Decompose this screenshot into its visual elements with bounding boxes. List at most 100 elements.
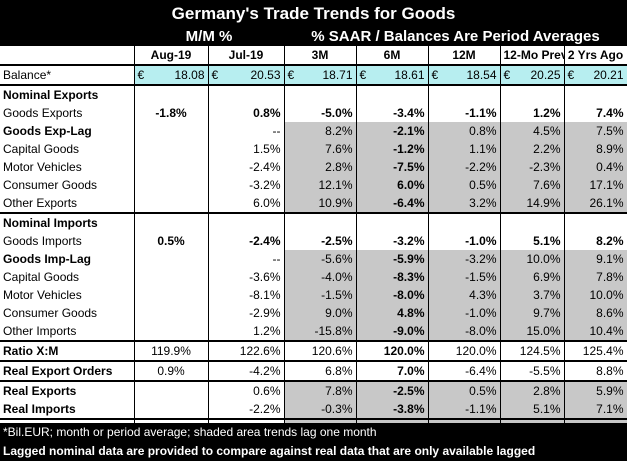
balance-cell: €18.61 bbox=[356, 64, 429, 86]
table-cell bbox=[428, 85, 501, 104]
table-cell: 0.9% bbox=[134, 360, 209, 381]
table-cell bbox=[134, 250, 209, 268]
table-cell: 4.5% bbox=[500, 122, 565, 140]
table-cell: 8.6% bbox=[564, 304, 627, 322]
page-title: Germany's Trade Trends for Goods bbox=[0, 0, 627, 27]
table-row: Goods Exports -1.8% 0.8% -5.0% -3.4% -1.1% 1.2… bbox=[0, 104, 627, 122]
table-cell: -15.8% bbox=[284, 322, 357, 341]
table-cell: 15.0% bbox=[500, 322, 565, 341]
table-cell: 0.8% bbox=[208, 104, 285, 122]
table-cell: -6.4% bbox=[428, 360, 501, 381]
table-row: Nominal Imports bbox=[0, 212, 627, 232]
table-cell: -5.6% bbox=[284, 250, 357, 268]
row-label: Real Imports bbox=[0, 400, 135, 419]
table-cell: -3.2% bbox=[428, 250, 501, 268]
balance-value: 18.71 bbox=[322, 68, 353, 82]
table-cell bbox=[134, 380, 209, 400]
table-row: Other Imports 1.2% -15.8% -9.0% -8.0% 15.0% 10… bbox=[0, 322, 627, 341]
table-cell: -2.1% bbox=[356, 122, 429, 140]
balance-cell: €18.71 bbox=[284, 64, 357, 86]
table-cell: 0.8% bbox=[428, 122, 501, 140]
table-cell: -2.4% bbox=[208, 158, 285, 176]
currency-symbol: € bbox=[287, 68, 295, 82]
table-cell bbox=[134, 194, 209, 213]
table-cell: 6.0% bbox=[208, 194, 285, 213]
table-cell: 6.8% bbox=[284, 360, 357, 381]
table-cell: 119.9% bbox=[134, 340, 209, 361]
column-header: 12M bbox=[428, 46, 501, 66]
table-cell: 8.8% bbox=[564, 360, 627, 381]
table-cell: 10.0% bbox=[564, 286, 627, 304]
column-header: 12-Mo Prev bbox=[500, 46, 565, 66]
table-cell bbox=[356, 212, 429, 232]
table-cell bbox=[134, 122, 209, 140]
table-cell: 1.5% bbox=[208, 140, 285, 158]
table-cell bbox=[564, 85, 627, 104]
table-cell: 9.7% bbox=[500, 304, 565, 322]
currency-symbol: € bbox=[503, 68, 511, 82]
table-cell: -5.0% bbox=[284, 104, 357, 122]
table-cell: -2.5% bbox=[284, 232, 357, 250]
currency-symbol: € bbox=[211, 68, 219, 82]
table-cell: -8.0% bbox=[356, 286, 429, 304]
table-cell: -1.1% bbox=[428, 104, 501, 122]
balance-cell: €18.54 bbox=[428, 64, 501, 86]
table-cell bbox=[134, 140, 209, 158]
table-cell: -5.5% bbox=[500, 360, 565, 381]
table-cell: 0.5% bbox=[428, 176, 501, 194]
table-cell: -4.2% bbox=[208, 360, 285, 381]
table-cell: 125.4% bbox=[564, 340, 627, 361]
table-cell: -1.2% bbox=[356, 140, 429, 158]
currency-symbol: € bbox=[431, 68, 439, 82]
table-cell bbox=[134, 85, 209, 104]
balance-value: 20.21 bbox=[593, 68, 624, 82]
table-cell bbox=[134, 304, 209, 322]
table-cell: -4.0% bbox=[284, 268, 357, 286]
table-cell: -2.2% bbox=[428, 158, 501, 176]
table-cell: 10.0% bbox=[500, 250, 565, 268]
table-row: Goods Imports 0.5% -2.4% -2.5% -3.2% -1.0% 5.1… bbox=[0, 232, 627, 250]
balance-value: 18.08 bbox=[174, 68, 205, 82]
table-cell: 120.0% bbox=[356, 340, 429, 361]
table-cell: -9.0% bbox=[356, 322, 429, 341]
table-row: Goods Imp-Lag -- -5.6% -5.9% -3.2% 10.0% 9.1% bbox=[0, 250, 627, 268]
currency-symbol: € bbox=[359, 68, 367, 82]
table-cell: 1.2% bbox=[208, 322, 285, 341]
header-row: Aug-19 Jul-19 3M 6M 12M 12-Mo Prev 2 Yrs Ago bbox=[0, 46, 627, 66]
table-cell bbox=[134, 322, 209, 341]
table-cell: 14.9% bbox=[500, 194, 565, 213]
table-cell: -3.4% bbox=[356, 104, 429, 122]
table-cell: 26.1% bbox=[564, 194, 627, 213]
table-cell: 7.0% bbox=[356, 360, 429, 381]
balance-cell: €20.21 bbox=[564, 64, 627, 86]
table-cell bbox=[134, 268, 209, 286]
table-cell: 4.3% bbox=[428, 286, 501, 304]
table-cell: -2.4% bbox=[208, 232, 285, 250]
balance-cell: €18.08 bbox=[134, 64, 209, 86]
subhead-blank bbox=[0, 27, 134, 46]
table-cell: 3.7% bbox=[500, 286, 565, 304]
table-cell: 1.2% bbox=[500, 104, 565, 122]
table-cell: -1.8% bbox=[134, 104, 209, 122]
row-label: Nominal Imports bbox=[0, 212, 135, 232]
table-cell: -0.3% bbox=[284, 400, 357, 419]
table-cell bbox=[134, 212, 209, 232]
table-cell: 12.1% bbox=[284, 176, 357, 194]
balance-cell: €20.25 bbox=[500, 64, 565, 86]
row-label: Goods Exports bbox=[0, 104, 135, 122]
table-cell: 7.4% bbox=[564, 104, 627, 122]
table-row: Capital Goods 1.5% 7.6% -1.2% 1.1% 2.2% 8.9% bbox=[0, 140, 627, 158]
table-cell: -1.0% bbox=[428, 232, 501, 250]
column-header: 2 Yrs Ago bbox=[564, 46, 627, 66]
table-cell: -3.2% bbox=[208, 176, 285, 194]
table-cell: -1.0% bbox=[428, 304, 501, 322]
table-cell: 2.8% bbox=[284, 158, 357, 176]
table-row: Consumer Goods -3.2% 12.1% 6.0% 0.5% 7.6% 17.1… bbox=[0, 176, 627, 194]
row-label: Ratio X:M bbox=[0, 340, 135, 361]
table-row: Real Exports 0.6% 7.8% -2.5% 0.5% 2.8% 5.9% bbox=[0, 380, 627, 400]
row-label: Consumer Goods bbox=[0, 304, 135, 322]
table-cell: -1.5% bbox=[284, 286, 357, 304]
row-label: Other Imports bbox=[0, 322, 135, 341]
table-cell bbox=[284, 85, 357, 104]
balance-value: 18.61 bbox=[394, 68, 425, 82]
